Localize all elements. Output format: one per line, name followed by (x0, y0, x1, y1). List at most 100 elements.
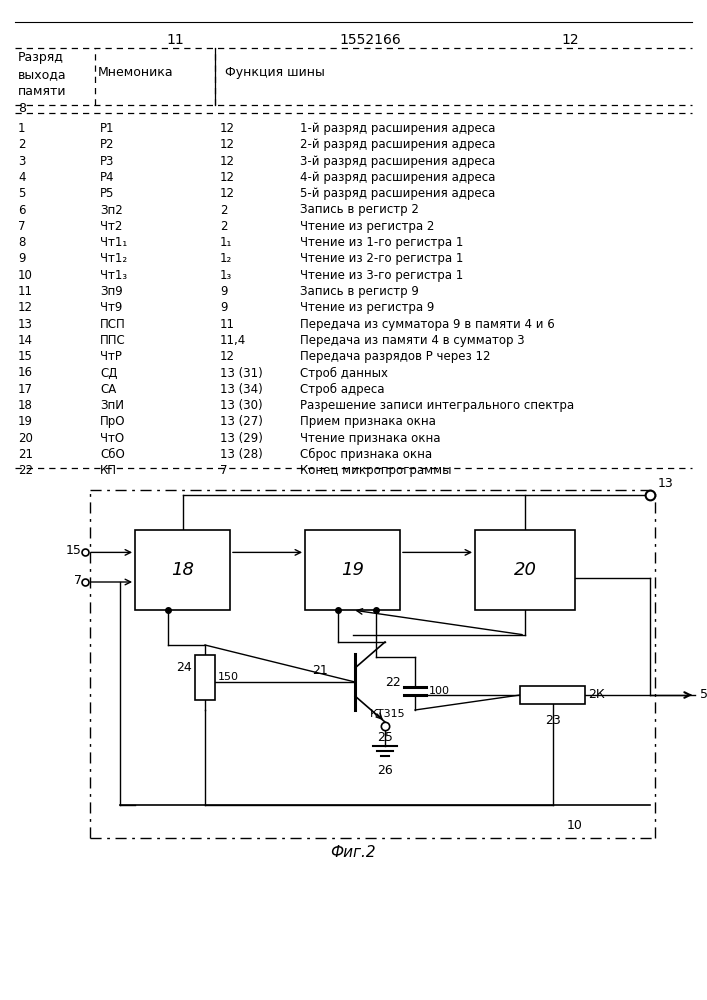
Text: 15: 15 (18, 350, 33, 363)
Text: 3-й разряд расширения адреса: 3-й разряд расширения адреса (300, 155, 495, 168)
Text: Разряд
выхода
памяти
8: Разряд выхода памяти 8 (18, 51, 66, 115)
Text: 1₃: 1₃ (220, 269, 233, 282)
Text: 2-й разряд расширения адреса: 2-й разряд расширения адреса (300, 138, 496, 151)
Text: Р3: Р3 (100, 155, 115, 168)
Text: Функция шины: Функция шины (225, 66, 325, 79)
Bar (135, 530, 230, 610)
Text: 23: 23 (544, 714, 561, 727)
Text: 1552166: 1552166 (339, 33, 401, 47)
Text: Чт9: Чт9 (100, 301, 122, 314)
Text: 3: 3 (18, 155, 25, 168)
Text: 18: 18 (18, 399, 33, 412)
Text: Р4: Р4 (100, 171, 115, 184)
Text: Запись в регистр 2: Запись в регистр 2 (300, 204, 419, 217)
Text: ЗпИ: ЗпИ (100, 399, 124, 412)
Text: Чтение из 2-го регистра 1: Чтение из 2-го регистра 1 (300, 252, 463, 265)
Text: ППС: ППС (100, 334, 126, 347)
Text: 13 (27): 13 (27) (220, 415, 263, 428)
Text: 1₂: 1₂ (220, 252, 233, 265)
Text: 13 (31): 13 (31) (220, 366, 263, 379)
Text: 2: 2 (220, 204, 228, 217)
Text: 16: 16 (18, 366, 33, 379)
Text: 4: 4 (18, 171, 25, 184)
Text: ПСП: ПСП (100, 318, 126, 331)
Text: 12: 12 (220, 171, 235, 184)
Text: Строб адреса: Строб адреса (300, 383, 385, 396)
Text: 26: 26 (377, 764, 393, 777)
Text: 5-й разряд расширения адреса: 5-й разряд расширения адреса (300, 187, 495, 200)
Text: Чтение из регистра 9: Чтение из регистра 9 (300, 301, 434, 314)
Text: 12: 12 (561, 33, 579, 47)
Text: 21: 21 (18, 448, 33, 461)
Bar (305, 530, 400, 610)
Text: Прием признака окна: Прием признака окна (300, 415, 436, 428)
Text: 5: 5 (700, 688, 707, 702)
Text: 11: 11 (166, 33, 184, 47)
Text: 10: 10 (18, 269, 33, 282)
Text: КТ315: КТ315 (370, 709, 406, 719)
Text: 21: 21 (312, 664, 328, 677)
Text: Чтение из регистра 2: Чтение из регистра 2 (300, 220, 434, 233)
Text: 13: 13 (18, 318, 33, 331)
Text: 9: 9 (220, 301, 228, 314)
Text: Конец микропрограммы: Конец микропрограммы (300, 464, 452, 477)
Bar (520, 686, 585, 704)
Text: 24: 24 (176, 661, 192, 674)
Text: ПрО: ПрО (100, 415, 126, 428)
Text: 12: 12 (220, 122, 235, 135)
Text: Зп9: Зп9 (100, 285, 123, 298)
Text: 12: 12 (220, 350, 235, 363)
Text: 17: 17 (18, 383, 33, 396)
Text: 9: 9 (220, 285, 228, 298)
Text: СбО: СбО (100, 448, 124, 461)
Text: 12: 12 (220, 155, 235, 168)
Text: 13 (34): 13 (34) (220, 383, 263, 396)
Text: Чт1₃: Чт1₃ (100, 269, 127, 282)
Text: 18: 18 (171, 561, 194, 579)
Text: Чт2: Чт2 (100, 220, 122, 233)
Text: Разрешение записи интегрального спектра: Разрешение записи интегрального спектра (300, 399, 574, 412)
Text: 11,4: 11,4 (220, 334, 246, 347)
Text: Запись в регистр 9: Запись в регистр 9 (300, 285, 419, 298)
Text: 2: 2 (18, 138, 25, 151)
Text: 19: 19 (18, 415, 33, 428)
Text: 19: 19 (341, 561, 364, 579)
Text: Чтение из 1-го регистра 1: Чтение из 1-го регистра 1 (300, 236, 463, 249)
Text: 20: 20 (513, 561, 537, 579)
Text: 22: 22 (385, 676, 401, 688)
Text: Чт1₁: Чт1₁ (100, 236, 127, 249)
Text: 1: 1 (18, 122, 25, 135)
Text: 11: 11 (220, 318, 235, 331)
Text: Чтение из 3-го регистра 1: Чтение из 3-го регистра 1 (300, 269, 463, 282)
Text: 25: 25 (377, 731, 393, 744)
Text: 22: 22 (18, 464, 33, 477)
Text: Р5: Р5 (100, 187, 115, 200)
Text: 15: 15 (66, 544, 82, 557)
Text: 7: 7 (74, 574, 82, 586)
Text: 12: 12 (18, 301, 33, 314)
Text: КП: КП (100, 464, 117, 477)
Text: 12: 12 (220, 138, 235, 151)
Text: 6: 6 (18, 204, 25, 217)
Text: 7: 7 (220, 464, 228, 477)
Text: Строб данных: Строб данных (300, 366, 388, 380)
Text: Чтение признака окна: Чтение признака окна (300, 432, 440, 445)
Text: 14: 14 (18, 334, 33, 347)
Text: Передача разрядов Р через 12: Передача разрядов Р через 12 (300, 350, 491, 363)
Text: 20: 20 (18, 432, 33, 445)
Text: Зп2: Зп2 (100, 204, 123, 217)
Text: 7: 7 (18, 220, 25, 233)
Text: 150: 150 (218, 672, 239, 682)
Text: Р1: Р1 (100, 122, 115, 135)
Text: Сброс признака окна: Сброс признака окна (300, 448, 432, 461)
Text: 11: 11 (18, 285, 33, 298)
Text: Мнемоника: Мнемоника (98, 66, 174, 79)
Text: ЧтР: ЧтР (100, 350, 122, 363)
Text: 13 (29): 13 (29) (220, 432, 263, 445)
Text: 100: 100 (429, 686, 450, 696)
Bar (195, 655, 215, 700)
Text: 9: 9 (18, 252, 25, 265)
Text: 13 (30): 13 (30) (220, 399, 262, 412)
Text: Чт1₂: Чт1₂ (100, 252, 127, 265)
Text: 4-й разряд расширения адреса: 4-й разряд расширения адреса (300, 171, 496, 184)
